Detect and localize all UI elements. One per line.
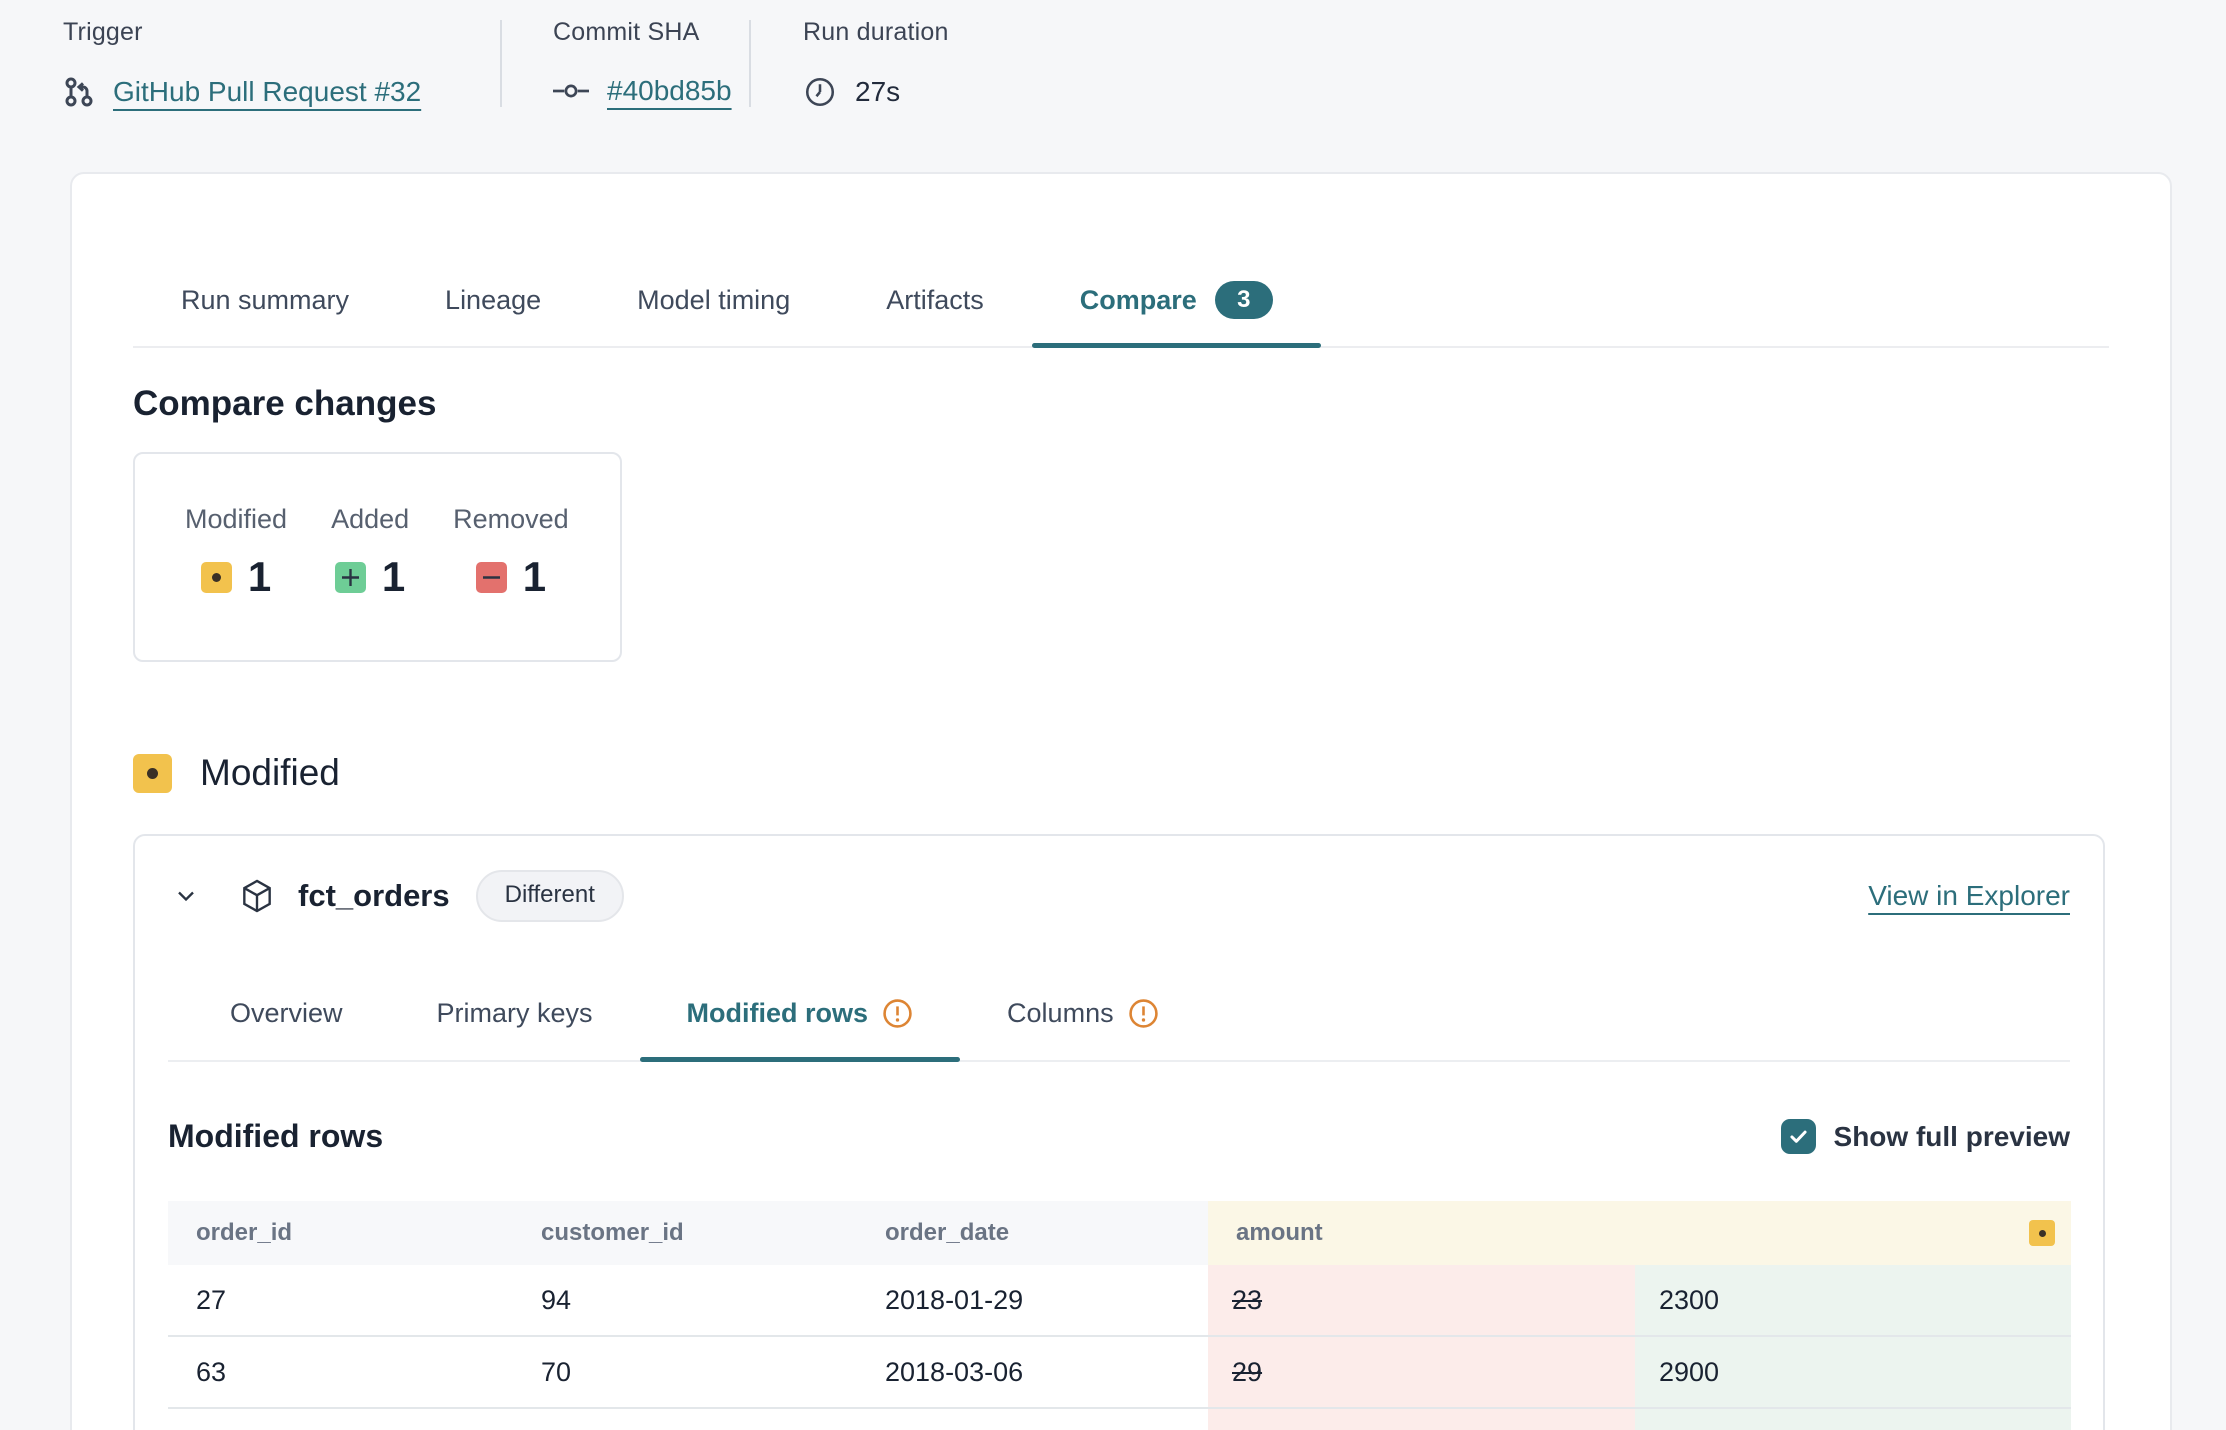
cell-order-id: 27 [196, 1285, 227, 1315]
modified-rows-header: Modified rows Show full preview [168, 1118, 2070, 1155]
modified-rows-title: Modified rows [168, 1118, 384, 1154]
cell-customer-id: 70 [541, 1357, 572, 1387]
duration-label: Run duration [803, 18, 949, 46]
modified-dot-icon [133, 753, 172, 793]
commit-link[interactable]: #40bd85b [607, 75, 732, 106]
stat-added: Added 1 [331, 504, 409, 660]
tab-modified-rows[interactable]: Modified rows [639, 992, 961, 1062]
trigger-label: Trigger [63, 18, 143, 46]
tab-run-summary[interactable]: Run summary [181, 285, 350, 315]
chevron-down-icon[interactable] [172, 882, 200, 910]
modified-dot-icon [200, 561, 232, 593]
stat-added-value: 1 [381, 553, 406, 600]
commit-group: Commit SHA #40bd85b [553, 18, 749, 109]
col-amount: amount [1208, 1201, 2071, 1265]
duration-value: 27s [855, 76, 901, 107]
stat-removed-value: 1 [522, 553, 547, 600]
col-customer-id: customer_id [513, 1201, 857, 1265]
warning-icon [882, 998, 913, 1029]
tab-overview[interactable]: Overview [230, 998, 343, 1028]
modified-column-badge-icon [2029, 1220, 2055, 1246]
show-full-preview-label: Show full preview [1833, 1120, 2070, 1152]
model-card-fct-orders: fct_orders Different View in Explorer Ov… [133, 834, 2105, 1430]
stat-removed: Removed 1 [453, 504, 569, 660]
table-row: 27 94 2018-01-29 23 2300 [168, 1265, 2071, 1335]
stat-modified: Modified 1 [185, 504, 287, 660]
change-stats-card: Modified 1 Added 1 Removed 1 [133, 452, 622, 662]
checkbox-checked-icon[interactable] [1780, 1119, 1816, 1154]
model-tabs: Overview Primary keys Modified rows Colu… [168, 992, 2070, 1062]
run-detail-card: Run summary Lineage Model timing Artifac… [70, 172, 2172, 1430]
tab-primary-keys[interactable]: Primary keys [436, 998, 593, 1028]
col-order-id: order_id [168, 1201, 513, 1265]
cell-order-id: 63 [196, 1357, 227, 1387]
stat-added-label: Added [331, 504, 410, 534]
commit-icon [553, 81, 589, 101]
pull-request-icon [63, 75, 95, 109]
model-header-row: fct_orders Different View in Explorer [168, 864, 2070, 928]
model-status-badge: Different [475, 870, 624, 922]
compare-changes-title: Compare changes [133, 384, 437, 423]
run-tabs: Run summary Lineage Model timing Artifac… [133, 278, 2109, 348]
run-header: Trigger GitHub Pull Request #32 Commit S… [63, 18, 949, 109]
stat-removed-label: Removed [453, 504, 569, 534]
cell-order-date: 2018-01-29 [885, 1285, 1024, 1315]
cell-amount-new: 2300 [1635, 1265, 2071, 1335]
commit-label: Commit SHA [553, 18, 700, 46]
col-order-date: order_date [857, 1201, 1208, 1265]
table-row: 63 70 2018-03-06 29 2900 [168, 1335, 2071, 1407]
tab-artifacts[interactable]: Artifacts [886, 285, 984, 315]
duration-group: Run duration 27s [803, 18, 949, 109]
removed-minus-icon [475, 561, 507, 593]
stat-modified-label: Modified [185, 504, 288, 534]
tab-compare[interactable]: Compare 3 [1031, 278, 1321, 348]
header-divider [749, 20, 751, 107]
cell-order-date: 2018-03-06 [885, 1357, 1024, 1387]
model-cube-icon [238, 877, 276, 915]
trigger-group: Trigger GitHub Pull Request #32 [63, 18, 500, 109]
tab-model-timing[interactable]: Model timing [637, 285, 791, 315]
show-full-preview-toggle[interactable]: Show full preview [1780, 1119, 2070, 1154]
added-plus-icon [334, 561, 366, 593]
stat-modified-value: 1 [247, 553, 272, 600]
table-row-partial [168, 1407, 2071, 1430]
cell-customer-id: 94 [541, 1285, 572, 1315]
clock-icon [803, 75, 837, 109]
warning-icon [1128, 998, 1159, 1029]
cell-amount-old: 29 [1208, 1337, 1635, 1407]
tab-columns[interactable]: Columns [960, 992, 1206, 1060]
modified-group-title: Modified [200, 752, 340, 793]
table-header-row: order_id customer_id order_date amount [168, 1201, 2071, 1265]
modified-rows-table: order_id customer_id order_date amount 2… [168, 1201, 2071, 1430]
trigger-link[interactable]: GitHub Pull Request #32 [113, 76, 422, 107]
compare-count-badge: 3 [1214, 281, 1273, 319]
cell-amount-old: 23 [1208, 1265, 1635, 1335]
model-name: fct_orders [298, 878, 450, 913]
modified-group-heading: Modified [133, 752, 2109, 794]
tab-lineage[interactable]: Lineage [445, 285, 542, 315]
view-in-explorer-link[interactable]: View in Explorer [1868, 880, 2070, 911]
header-divider [500, 20, 502, 107]
cell-amount-new: 2900 [1635, 1337, 2071, 1407]
